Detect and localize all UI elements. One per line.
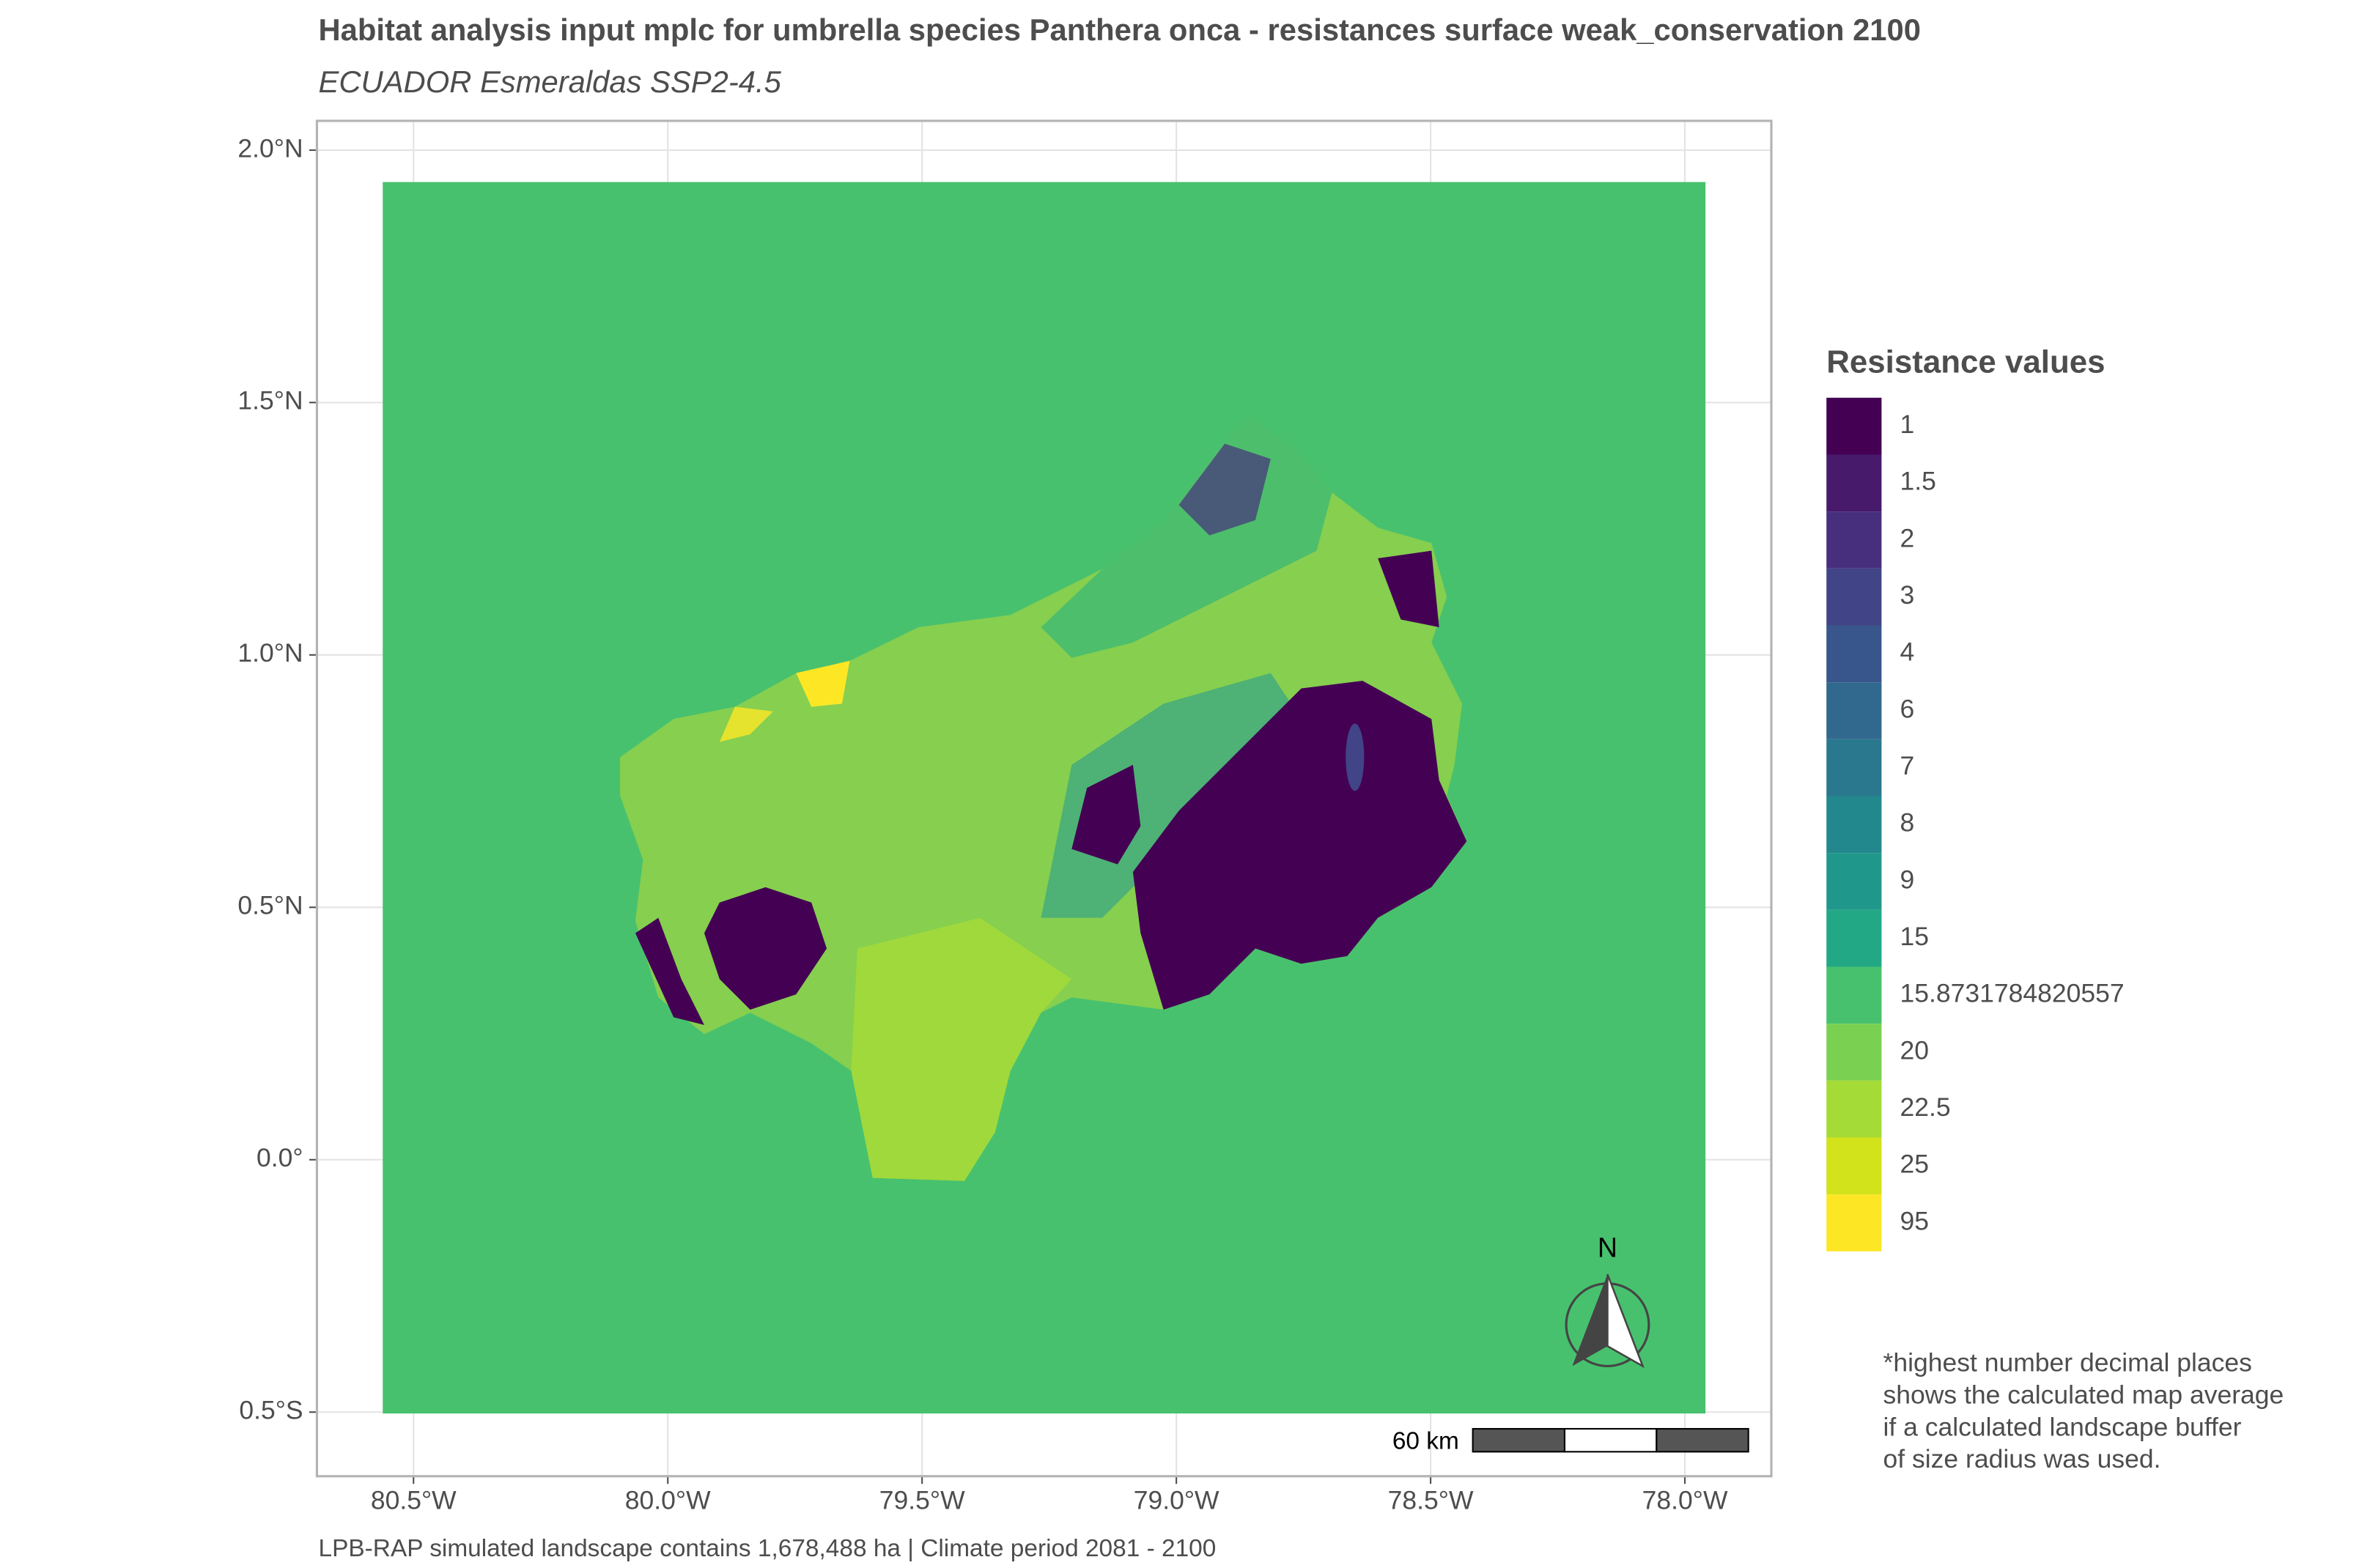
legend-swatch: [1826, 966, 1882, 1024]
legend-label: 4: [1900, 637, 1914, 667]
land-patch: [1132, 681, 1467, 1010]
y-tick-label: 0.0°: [257, 1143, 303, 1172]
legend-swatch: [1826, 625, 1882, 683]
north-label: N: [1598, 1232, 1617, 1263]
x-tick-label: 79.0°W: [1134, 1486, 1219, 1515]
panel-border: [315, 119, 1773, 1478]
note-line: if a calculated landscape buffer: [1883, 1412, 2242, 1441]
land-area: [620, 415, 1467, 1181]
legend-swatch: [1826, 909, 1882, 967]
land-patch: [719, 706, 773, 742]
legend-swatch: [1826, 739, 1882, 796]
land-patch: [851, 917, 1072, 1181]
land-patch: [635, 917, 704, 1025]
legend-label: 1.5: [1900, 467, 1935, 496]
y-tick-label: 1.0°N: [237, 638, 303, 667]
legend-swatch: [1826, 454, 1882, 512]
legend-swatch: [1826, 1024, 1882, 1081]
land-patch: [1178, 443, 1271, 536]
legend-swatch: [1826, 511, 1882, 569]
legend-label: 1: [1900, 410, 1914, 439]
legend-label: 95: [1900, 1206, 1929, 1235]
land-patch: [796, 660, 850, 707]
title: Habitat analysis input mplc for umbrella…: [319, 12, 1921, 47]
land-patch: [1346, 723, 1365, 791]
scale-bar: [1472, 1427, 1749, 1453]
legend-label: 2: [1900, 523, 1914, 552]
north-arrow: [1565, 1273, 1650, 1369]
legend-swatch: [1826, 682, 1882, 739]
legend-label: 15.8731784820557: [1900, 979, 2124, 1008]
legend-swatch: [1826, 1080, 1882, 1138]
legend-swatch: [1826, 853, 1882, 910]
y-tick-label: 2.0°N: [237, 133, 303, 163]
legend-label: 15: [1900, 922, 1929, 951]
x-tick-label: 80.5°W: [371, 1486, 457, 1515]
note: *highest number decimal places shows the …: [1883, 1348, 2284, 1474]
legend-swatch: [1826, 568, 1882, 626]
legend-label: 9: [1900, 865, 1914, 894]
x-tick-label: 78.5°W: [1388, 1486, 1474, 1515]
x-tick-label: 80.0°W: [625, 1486, 711, 1515]
x-tick-label: 79.5°W: [879, 1486, 965, 1515]
legend-swatch: [1826, 796, 1882, 854]
legend-swatch: [1826, 1137, 1882, 1195]
legend-label: 25: [1900, 1150, 1929, 1179]
legend-label: 7: [1900, 751, 1914, 780]
note-line: of size radius was used.: [1883, 1444, 2161, 1473]
legend-label: 3: [1900, 580, 1914, 610]
legend-swatch: [1826, 1194, 1882, 1251]
legend-label: 22.5: [1900, 1092, 1950, 1122]
legend-swatch: [1826, 397, 1882, 455]
legend-label: 6: [1900, 694, 1914, 723]
y-tick-label: 1.5°N: [237, 386, 303, 415]
legend-title: Resistance values: [1826, 344, 2105, 380]
caption: LPB-RAP simulated landscape contains 1,6…: [319, 1535, 1217, 1562]
legend-label: 8: [1900, 808, 1914, 837]
y-tick-label: 0.5°S: [239, 1396, 303, 1425]
y-tick-label: 0.5°N: [237, 891, 303, 920]
legend: 1 1.5 2 3 4 6 7 8 9 15 15.8731784820557 20 22.5 25 95: [1826, 397, 2125, 1251]
land-patch: [1071, 764, 1141, 865]
land-patch: [704, 887, 827, 1010]
note-line: shows the calculated map average: [1883, 1380, 2284, 1410]
scale-label: 60 km: [1392, 1428, 1459, 1455]
x-tick-label: 78.0°W: [1642, 1486, 1728, 1515]
land-patch: [1378, 550, 1439, 627]
legend-label: 20: [1900, 1035, 1929, 1065]
note-line: *highest number decimal places: [1883, 1348, 2252, 1377]
subtitle: ECUADOR Esmeraldas SSP2-4.5: [319, 64, 782, 99]
